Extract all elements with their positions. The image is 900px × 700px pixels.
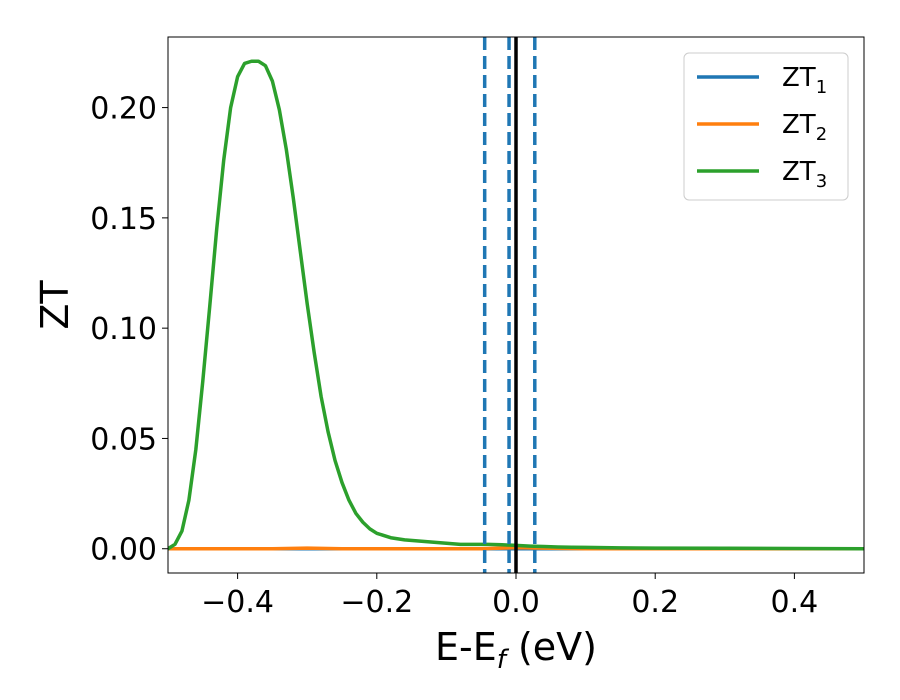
x-tick-label: 0.2 <box>631 585 679 620</box>
y-tick-label: 0.20 <box>90 92 157 127</box>
x-tick-label: 0.0 <box>492 585 540 620</box>
series-line-zt3 <box>168 59 864 551</box>
x-tick-label: 0.4 <box>771 585 819 620</box>
x-axis-title: E-Ef (eV) <box>435 625 597 675</box>
y-tick-label: 0.00 <box>90 533 157 568</box>
x-axis-title-unit: (eV) <box>506 625 597 669</box>
legend-box <box>683 52 849 201</box>
x-tick-label: −0.4 <box>201 585 274 620</box>
y-axis-title: ZT <box>33 280 77 330</box>
y-tick-label: 0.05 <box>90 422 157 457</box>
legend-label-zt2: ZT2 <box>782 110 827 145</box>
y-axis: 0.00 0.05 0.10 0.15 0.20 <box>90 92 168 568</box>
x-tick-label: −0.2 <box>340 585 413 620</box>
x-axis: −0.4 −0.2 0.0 0.2 0.4 <box>201 573 818 620</box>
y-tick-label: 0.15 <box>90 202 157 237</box>
x-axis-title-main: E-E <box>435 625 497 669</box>
legend: ZT1 ZT2 ZT3 <box>683 52 849 201</box>
y-tick-label: 0.10 <box>90 312 157 347</box>
legend-label-zt1: ZT1 <box>782 63 827 98</box>
reference-lines <box>482 37 537 573</box>
legend-label-zt3: ZT3 <box>782 157 827 192</box>
